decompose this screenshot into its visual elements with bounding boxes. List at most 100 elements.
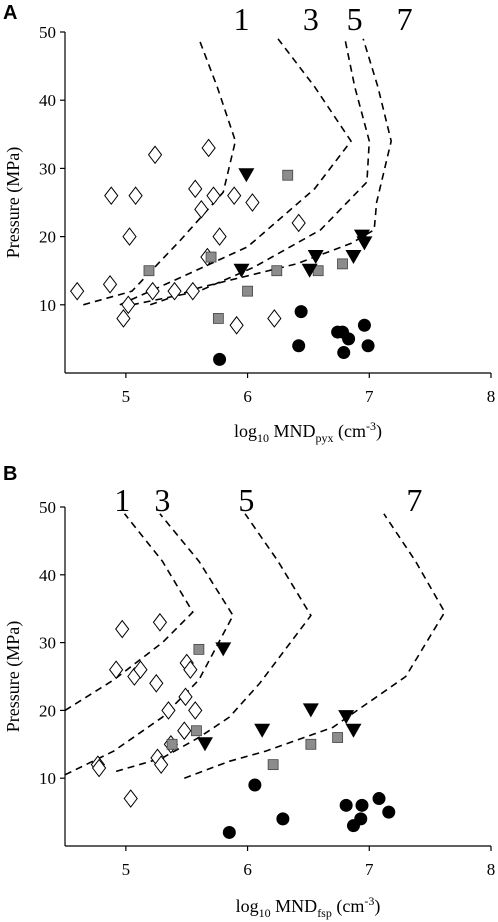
data-point-triangle (233, 263, 250, 278)
y-axis-title: Pressure (MPa) (3, 147, 24, 258)
data-point-circle (213, 352, 227, 366)
data-point-diamond (183, 660, 198, 680)
data-point-diamond (245, 193, 260, 212)
y-axis-title: Pressure (MPa) (3, 621, 24, 732)
data-point-square (205, 251, 217, 263)
data-point-diamond (149, 673, 164, 693)
chart-panel-b: B 10 20 30 40 50 5 6 7 8 Pressure (MPa) log10 MNDf… (0, 461, 498, 922)
data-point-square (305, 738, 317, 750)
data-point-circle (354, 812, 368, 826)
data-point-triangle (302, 703, 319, 718)
data-point-diamond (152, 612, 168, 632)
data-point-triangle (345, 723, 362, 738)
y-tick-label: 50 (39, 498, 56, 517)
x-tick-label: 5 (122, 387, 131, 406)
data-point-triangle (254, 723, 271, 738)
contour-label: 5 (238, 482, 254, 518)
data-point-diamond (212, 227, 227, 246)
data-point-diamond (70, 281, 85, 301)
y-tick-label: 30 (39, 159, 56, 178)
data-point-diamond (188, 179, 203, 199)
data-point-circle (355, 798, 369, 812)
data-point-diamond (154, 755, 169, 774)
data-point-triangle (338, 710, 355, 725)
data-point-circle (337, 346, 351, 360)
contour-line-3 (119, 38, 352, 306)
chart-b-svg: B 10 20 30 40 50 5 6 7 8 Pressure (MPa) log10 MNDf… (3, 463, 496, 920)
data-point-diamond (177, 721, 192, 741)
data-point-diamond (102, 275, 118, 294)
contour-label: 3 (303, 1, 319, 37)
contour-line-5 (115, 513, 312, 773)
data-point-square (242, 285, 253, 297)
data-point-diamond (108, 660, 124, 680)
data-point-square (166, 738, 178, 750)
data-point-circle (361, 339, 375, 353)
data-point-circle (372, 792, 386, 806)
data-point-square (271, 265, 283, 277)
contour-label: 1 (233, 1, 249, 37)
data-point-triangle (356, 236, 373, 251)
y-tick-label: 30 (39, 634, 56, 653)
y-tick-label: 20 (39, 228, 56, 247)
x-axis-title: log10 MNDfsp (cm-3) (236, 894, 381, 920)
data-point-diamond (122, 227, 137, 246)
data-point-diamond (104, 186, 119, 206)
data-point-square (212, 313, 224, 324)
data-point-diamond (133, 660, 148, 680)
panel-letter: A (3, 2, 17, 24)
contour-label: 3 (154, 482, 170, 518)
chart-panel-a: A 10 20 30 40 50 5 6 7 8 Pressure (MPa) log10 MNDp… (3, 1, 496, 445)
x-tick-label: 5 (122, 860, 131, 879)
contour-line-5 (131, 38, 371, 306)
contour-label: 7 (397, 1, 413, 37)
contour-label: 1 (114, 482, 130, 518)
data-point-diamond (115, 619, 130, 639)
x-axis-title: log10 MNDpyx (cm-3) (234, 419, 382, 445)
x-tick-label: 8 (487, 860, 496, 879)
data-point-circle (276, 812, 290, 826)
x-tick-label: 7 (365, 860, 374, 879)
data-point-diamond (128, 186, 143, 206)
data-point-diamond (201, 138, 216, 158)
data-point-diamond (194, 199, 209, 219)
contour-line-3 (64, 513, 234, 776)
data-point-triangle (238, 168, 255, 183)
contour-line-1 (83, 38, 237, 306)
x-tick-label: 8 (487, 387, 496, 406)
data-point-diamond (188, 701, 203, 720)
data-point-diamond (116, 309, 131, 328)
data-point-square (332, 732, 344, 743)
chart-a-svg: A 10 20 30 40 50 5 6 7 8 Pressure (MPa) log10 MNDp… (3, 1, 496, 445)
data-point-diamond (229, 315, 244, 335)
data-point-square (267, 759, 279, 771)
data-point-square (337, 258, 348, 270)
data-point-square (191, 725, 202, 737)
panel-letter: B (3, 463, 17, 485)
data-point-diamond (185, 281, 200, 301)
data-point-triangle (215, 642, 232, 657)
data-point-circle (382, 805, 396, 819)
data-point-triangle (301, 263, 318, 278)
y-tick-label: 40 (39, 91, 56, 110)
data-point-diamond (267, 309, 282, 328)
contour-label: 5 (347, 1, 363, 37)
data-point-triangle (307, 250, 324, 265)
data-point-diamond (178, 687, 193, 707)
data-point-triangle (196, 737, 213, 752)
y-tick-label: 50 (39, 23, 56, 42)
data-point-diamond (227, 186, 242, 206)
data-point-diamond (147, 145, 163, 165)
data-point-circle (222, 825, 236, 839)
data-point-diamond (167, 281, 182, 301)
contour-label: 7 (406, 482, 422, 518)
x-tick-label: 7 (365, 387, 374, 406)
contour-line-7 (184, 513, 446, 779)
data-point-circle (342, 332, 356, 346)
data-point-diamond (123, 789, 138, 808)
data-point-diamond (291, 213, 306, 233)
data-point-circle (339, 798, 353, 812)
contour-line-1 (64, 513, 194, 712)
x-tick-label: 6 (243, 387, 252, 406)
contour-line-7 (149, 38, 393, 306)
